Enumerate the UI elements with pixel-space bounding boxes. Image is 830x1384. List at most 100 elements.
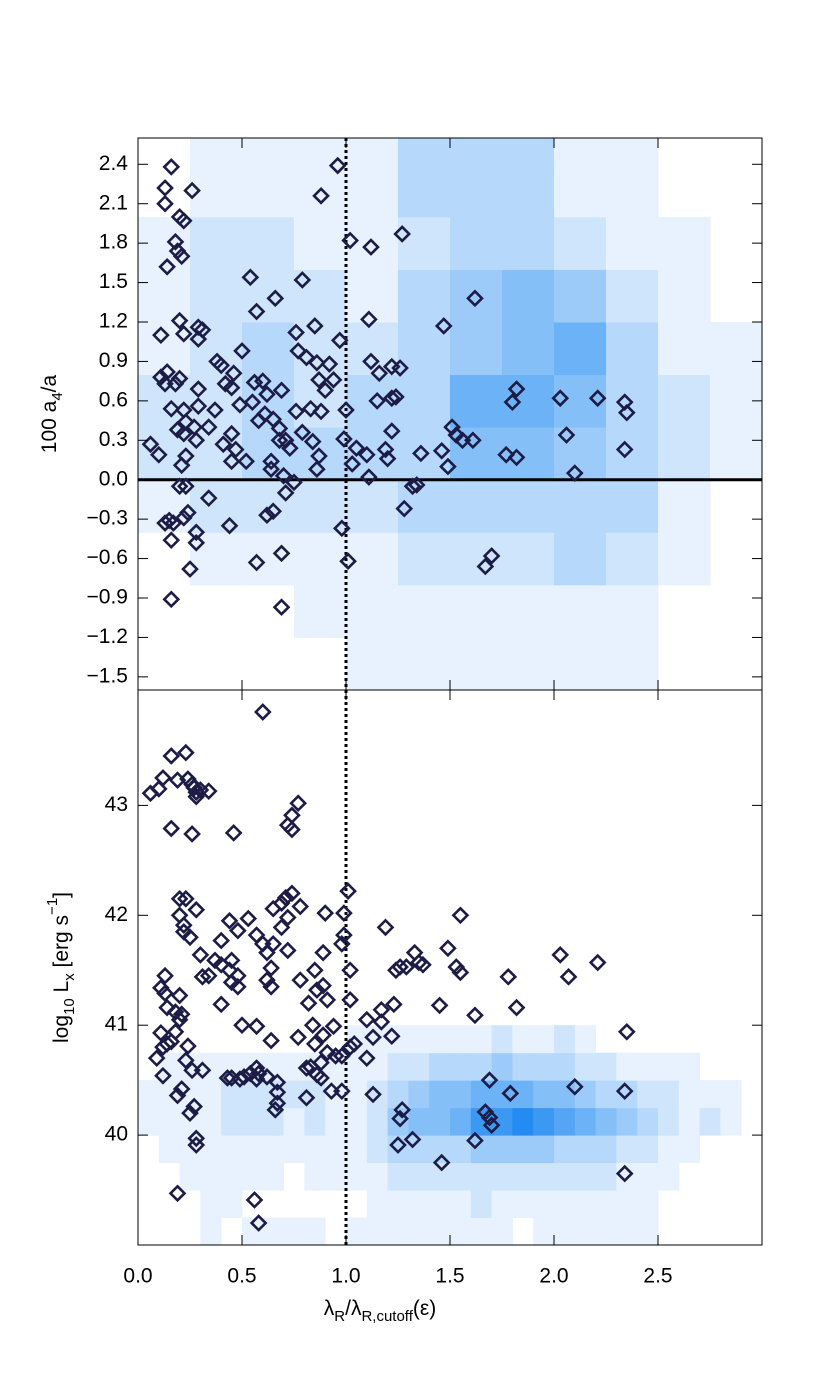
heatmap-cell: [533, 1025, 555, 1054]
heatmap-cell: [658, 532, 711, 586]
data-point: [168, 1086, 187, 1105]
heatmap-cell: [616, 1107, 638, 1136]
data-point: [439, 939, 457, 958]
x-tick-label: 1.5: [435, 1265, 464, 1288]
heatmap-cell: [554, 1162, 576, 1191]
data-point: [220, 911, 239, 930]
data-point: [206, 951, 224, 970]
heatmap-cell: [533, 1217, 555, 1245]
y-axis-label-part: x: [61, 973, 78, 981]
heatmap-cell: [450, 1217, 472, 1245]
data-point: [318, 1043, 337, 1062]
data-point: [199, 966, 218, 985]
x-tick-label: 2.5: [643, 1265, 672, 1288]
data-point: [314, 1026, 332, 1044]
y-axis-label-part: 100 a: [38, 400, 61, 453]
data-point: [222, 378, 241, 397]
data-point: [170, 1010, 189, 1029]
data-point: [156, 194, 174, 213]
heatmap-cell: [470, 1080, 493, 1109]
data-point: [262, 1031, 280, 1050]
heatmap-cell: [408, 1025, 430, 1054]
heatmap-cell: [429, 1190, 451, 1219]
data-point: [253, 372, 272, 390]
heatmap-cell: [387, 1217, 409, 1245]
data-point: [615, 1082, 634, 1100]
heatmap-cell: [616, 1190, 638, 1219]
data-point: [268, 1083, 287, 1102]
heatmap-cell: [346, 637, 399, 690]
heatmap-cell: [429, 1025, 451, 1054]
heatmap-cell: [221, 1190, 243, 1219]
data-point: [247, 1059, 266, 1077]
heatmap-cell: [200, 1217, 222, 1245]
heatmap-cell: [606, 532, 659, 586]
data-point: [305, 317, 324, 335]
data-point: [507, 448, 526, 467]
heatmap-cell: [450, 1107, 472, 1136]
data-point: [199, 418, 218, 436]
data-point: [156, 514, 174, 532]
heatmap-cell: [574, 1135, 597, 1164]
y-tick-label: 1.5: [99, 270, 128, 293]
heatmap-cell: [491, 1217, 513, 1245]
heatmap-cell: [470, 1025, 493, 1054]
heatmap-cell: [158, 1107, 181, 1136]
heatmap-cell: [502, 216, 555, 270]
heatmap-cell: [398, 427, 451, 481]
data-point: [303, 432, 322, 451]
heatmap-cell: [346, 1217, 368, 1245]
data-point: [266, 1100, 285, 1119]
data-point: [357, 445, 376, 464]
data-point: [231, 395, 249, 414]
heatmap-cell: [554, 216, 607, 270]
y-tick-label: 43: [105, 793, 128, 816]
y-tick-label: 41: [105, 1013, 128, 1036]
data-point: [322, 1082, 341, 1100]
heatmap-cell: [366, 1052, 389, 1081]
data-point: [187, 431, 206, 450]
heatmap-cell: [658, 322, 711, 376]
heatmap-cell: [616, 1052, 638, 1081]
heatmap-cell: [574, 1025, 597, 1054]
y-tick-label: 1.2: [99, 310, 128, 333]
data-point: [162, 1032, 181, 1051]
data-point: [378, 449, 397, 468]
data-point: [274, 466, 293, 485]
data-point: [170, 986, 189, 1005]
data-point: [432, 441, 451, 460]
heatmap-cell: [595, 1190, 617, 1219]
heatmap-cell: [658, 1107, 680, 1136]
data-point: [376, 918, 395, 937]
heatmap-cell: [554, 269, 607, 323]
y-tick-label: 0.3: [99, 428, 128, 451]
heatmap-cell: [242, 1107, 264, 1136]
data-point: [268, 1094, 287, 1113]
heatmap-cell: [346, 138, 399, 165]
data-point: [403, 1130, 422, 1149]
heatmap-cell: [595, 1107, 617, 1136]
heatmap-cell: [408, 1190, 430, 1219]
data-point: [291, 971, 310, 989]
data-point: [166, 232, 185, 251]
heatmap-cell: [398, 584, 451, 638]
heatmap-cell: [200, 1080, 222, 1109]
data-point: [276, 484, 295, 502]
data-point: [341, 1038, 359, 1057]
data-point: [312, 1069, 330, 1087]
data-point: [166, 374, 185, 393]
data-point: [262, 959, 280, 977]
data-point: [314, 943, 332, 962]
data-point: [193, 968, 212, 986]
data-point: [337, 401, 355, 419]
data-point: [241, 268, 260, 287]
data-point: [299, 994, 318, 1013]
data-point: [360, 468, 378, 486]
heatmap-cell: [304, 1217, 326, 1245]
heatmap-cell: [512, 1162, 534, 1191]
data-point: [281, 439, 299, 458]
data-point: [314, 976, 332, 995]
data-point: [189, 330, 208, 348]
data-point: [222, 424, 241, 443]
data-point: [222, 452, 241, 471]
